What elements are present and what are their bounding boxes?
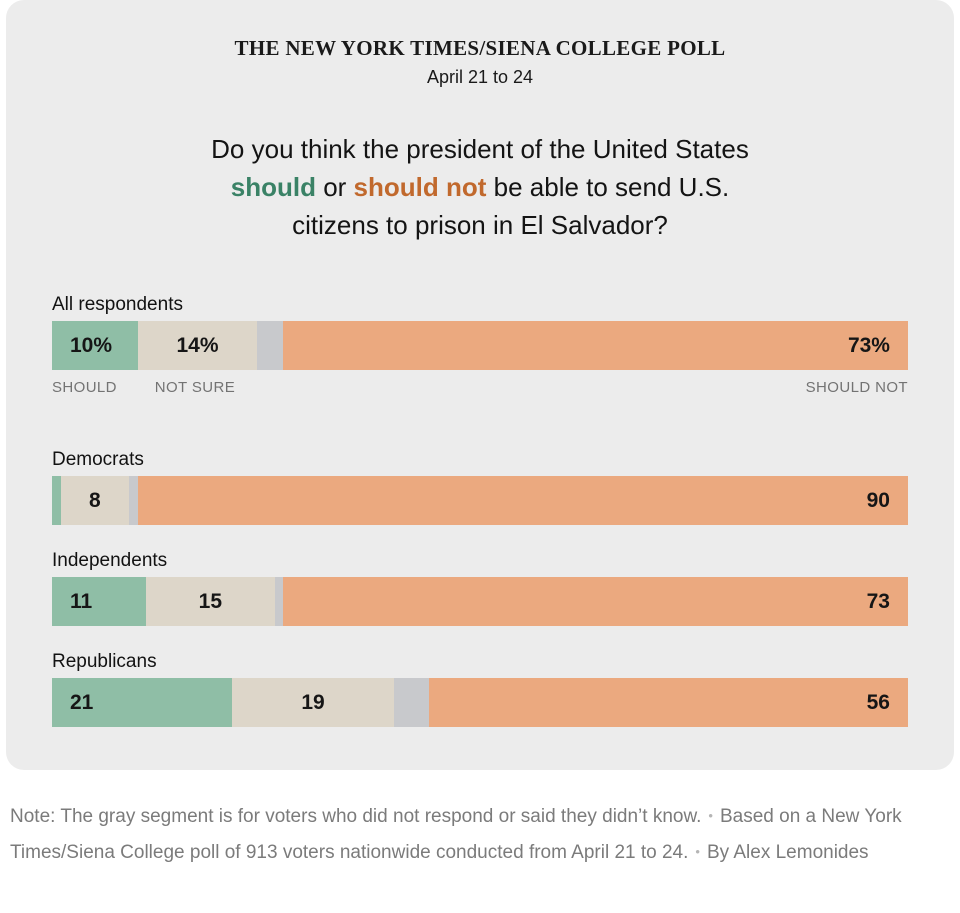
- segment-should: 11: [52, 577, 147, 626]
- bar-value-label: 10%: [70, 333, 113, 357]
- question-text-part1: Do you think the president of the United…: [211, 134, 749, 164]
- bar-value-label: 56: [866, 690, 890, 714]
- stacked-bar-chart: All respondents 10% 14% 73% SHOULD NOT SURE SH…: [52, 294, 908, 727]
- segment-no_answer: [394, 678, 429, 727]
- footnote: Note: The gray segment is for voters who…: [10, 798, 948, 870]
- segment-not_sure: 14%: [137, 321, 258, 370]
- footnote-gray-note: Note: The gray segment is for voters who…: [10, 806, 702, 827]
- segment-axis-labels: SHOULD NOT SURE SHOULD NOT: [52, 379, 908, 397]
- stacked-bar: 21 19 56: [52, 678, 908, 727]
- question-text-part2: or: [315, 172, 354, 202]
- segment-should_not: 90: [137, 476, 908, 525]
- axis-label: SHOULD: [52, 379, 117, 396]
- stacked-bar: 8 90: [52, 476, 908, 525]
- axis-label: NOT SURE: [154, 379, 236, 396]
- footnote-byline: By Alex Lemonides: [706, 842, 869, 863]
- segment-should_not: 73%: [283, 321, 908, 370]
- question-should-highlight: should: [230, 172, 316, 202]
- footnote-methodology: Based on a New York Times/Siena College …: [10, 806, 902, 863]
- poll-card: THE NEW YORK TIMES/SIENA COLLEGE POLL Ap…: [6, 0, 954, 770]
- bar-group-label: All respondents: [52, 294, 183, 315]
- segment-should_not: 73: [283, 577, 908, 626]
- poll-date: April 21 to 24: [426, 67, 534, 87]
- poll-kicker: THE NEW YORK TIMES/SIENA COLLEGE POLL: [234, 36, 726, 60]
- chart-row: Independents 11 15 73: [52, 550, 908, 626]
- bullet-separator: •: [708, 808, 713, 823]
- question-should-not-highlight: should not: [353, 172, 487, 202]
- bar-value-label: 73%: [847, 333, 890, 357]
- bar-value-label: 11: [70, 589, 93, 613]
- segment-not_sure: 8: [60, 476, 130, 525]
- bullet-separator: •: [695, 844, 700, 859]
- question-text-part3: be able to send U.S. citizens to prison …: [292, 172, 730, 240]
- stacked-bar: 11 15 73: [52, 577, 908, 626]
- bar-value-label: 19: [301, 690, 325, 714]
- bar-value-label: 21: [70, 690, 94, 714]
- stacked-bar: 10% 14% 73%: [52, 321, 908, 370]
- segment-should: [52, 476, 61, 525]
- bar-value-label: 90: [866, 488, 890, 512]
- poll-question: Do you think the president of the United…: [185, 130, 775, 244]
- segment-should: 10%: [52, 321, 138, 370]
- bar-group-label: Republicans: [52, 651, 157, 672]
- segment-not_sure: 19: [231, 678, 395, 727]
- segment-should_not: 56: [428, 678, 908, 727]
- bar-group-label: Democrats: [52, 449, 144, 470]
- segment-no_answer: [274, 577, 284, 626]
- axis-label: SHOULD NOT: [805, 379, 908, 396]
- chart-row: All respondents 10% 14% 73% SHOULD NOT SURE SH…: [52, 294, 908, 397]
- bar-value-label: 8: [88, 488, 101, 512]
- bar-value-label: 73: [866, 589, 890, 613]
- segment-should: 21: [52, 678, 232, 727]
- segment-not_sure: 15: [146, 577, 275, 626]
- bar-value-label: 14%: [176, 333, 219, 357]
- bar-group-label: Independents: [52, 550, 168, 571]
- segment-no_answer: [129, 476, 138, 525]
- bar-value-label: 15: [198, 589, 223, 613]
- segment-no_answer: [257, 321, 284, 370]
- chart-row: Republicans 21 19 56: [52, 651, 908, 727]
- chart-row: Democrats 8 90: [52, 449, 908, 525]
